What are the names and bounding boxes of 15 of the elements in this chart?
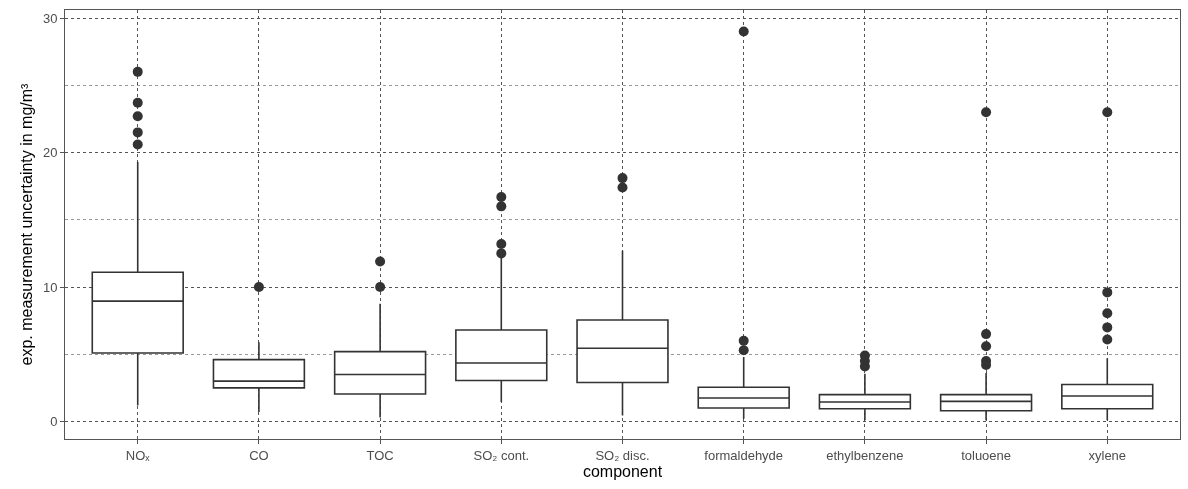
- x-tick-label: SO₂ cont.: [473, 447, 530, 463]
- x-tick-label: CO: [249, 447, 269, 463]
- x-tick-label: TOC: [366, 447, 394, 463]
- x-tick-label: SO₂ disc.: [595, 447, 650, 463]
- x-tick-label: toluoene: [961, 447, 1012, 463]
- y-tick-label: 0: [50, 414, 58, 430]
- y-tick-label: 30: [42, 10, 58, 26]
- y-tick-label: 10: [42, 279, 58, 295]
- y-tick-label: 20: [42, 145, 58, 161]
- x-tick-label: NOₓ: [125, 447, 151, 463]
- x-tick-label: ethylbenzene: [826, 447, 904, 463]
- x-tick-label: formaldehyde: [704, 447, 784, 463]
- x-axis-title: component: [582, 463, 663, 481]
- x-tick-label: xylene: [1088, 447, 1127, 463]
- y-axis-title: exp. measurement uncertainty in mg/m³: [17, 82, 35, 366]
